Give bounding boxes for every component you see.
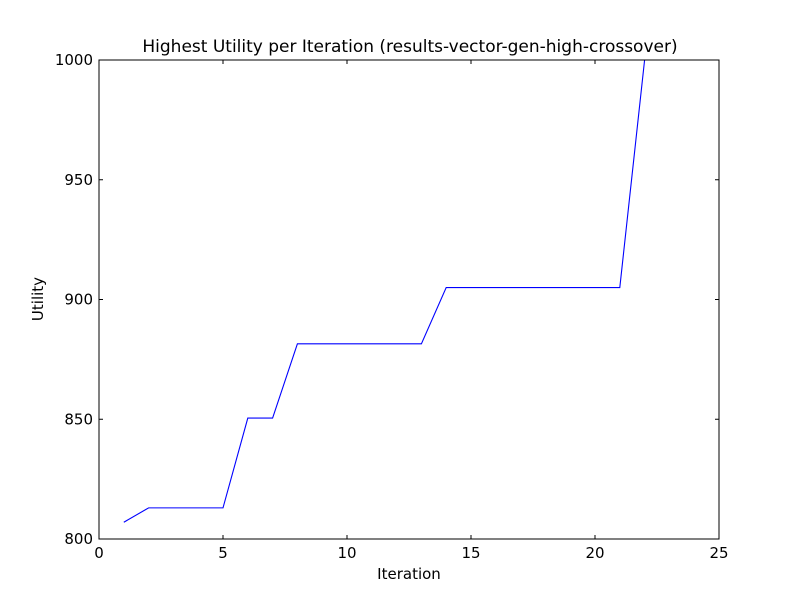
x-tick-label: 10 [337, 544, 356, 562]
x-tick-label: 25 [709, 544, 728, 562]
plot-area: 0 5 10 15 20 25 800 850 900 950 1000 [55, 51, 729, 562]
x-tick-label: 15 [461, 544, 480, 562]
x-tick-label: 5 [218, 544, 228, 562]
y-tick-label: 1000 [55, 51, 93, 69]
chart-title: Highest Utility per Iteration (results-v… [142, 37, 677, 57]
y-tick-label: 950 [64, 171, 93, 189]
y-tick-label: 900 [64, 291, 93, 309]
y-axis-label: Utility [29, 277, 47, 321]
y-tick-label: 800 [64, 530, 93, 548]
x-axis-label: Iteration [377, 565, 441, 583]
x-tick-label: 0 [94, 544, 104, 562]
x-tick-label: 20 [585, 544, 604, 562]
axes-frame [99, 60, 719, 539]
y-tick-label: 850 [64, 410, 93, 428]
series-line-1 [124, 60, 719, 522]
